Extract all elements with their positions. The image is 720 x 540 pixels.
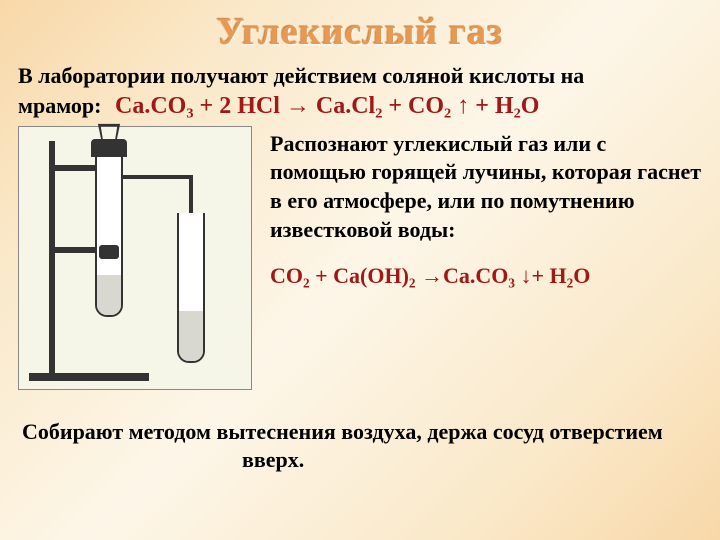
page-title: Углекислый газ <box>18 10 702 54</box>
funnel <box>98 124 120 141</box>
right-column: Распознают углекислый газ или с помощью … <box>270 126 702 390</box>
clamp-upper <box>49 165 99 171</box>
content-row: Распознают углекислый газ или с помощью … <box>18 126 702 390</box>
solid-reagent <box>99 245 119 259</box>
liquid-left <box>97 275 121 315</box>
intro-line2: мрамор: <box>18 93 101 118</box>
equation-main: Ca.CO₃ + 2 HCl → Ca.Cl₂ + CO₂ ↑ + H₂O <box>115 93 539 119</box>
test-tube-right <box>177 213 205 363</box>
bottom-line1: Собирают методом вытеснения воздуха, дер… <box>22 419 663 444</box>
test-tube-left <box>95 147 123 317</box>
stand-pole <box>49 141 55 381</box>
intro-text: В лаборатории получают действием соляной… <box>18 62 702 122</box>
detection-text: Распознают углекислый газ или с помощью … <box>270 130 702 244</box>
clamp-lower <box>49 247 99 253</box>
bottom-line2: вверх. <box>242 447 304 472</box>
stopper <box>91 139 127 157</box>
equation-detection: CO₂ + Ca(OH)₂ →Ca.CO₃ ↓+ H₂O <box>270 262 702 291</box>
liquid-right <box>179 311 203 361</box>
stand-base <box>29 373 149 381</box>
collection-text: Собирают методом вытеснения воздуха, дер… <box>22 418 702 475</box>
intro-line1: В лаборатории получают действием соляной… <box>18 63 584 88</box>
pipe-horizontal <box>123 175 193 179</box>
apparatus-diagram <box>18 126 252 390</box>
